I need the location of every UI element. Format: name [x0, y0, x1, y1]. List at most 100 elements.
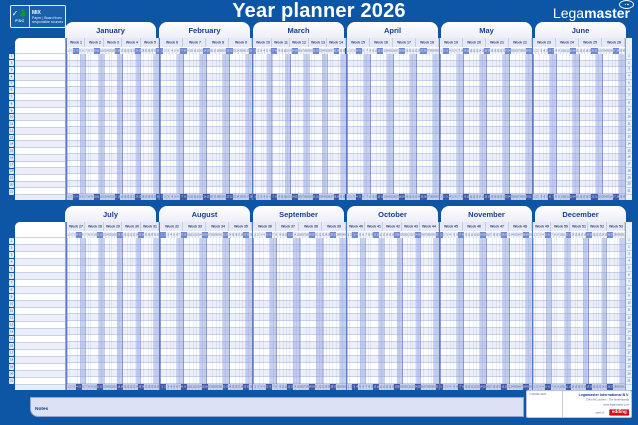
day-date-cell: 1	[67, 232, 70, 238]
day-date-cell: 11	[284, 232, 288, 238]
grid-row	[160, 328, 253, 336]
day-date-cell: 25	[239, 194, 243, 200]
day-date-cell: 5	[265, 384, 269, 390]
week-header-cell: Week 50	[551, 222, 569, 231]
grid-row	[346, 134, 439, 141]
day-date-cell: 10	[189, 48, 194, 54]
grid-row	[160, 321, 253, 329]
grid-row	[532, 120, 626, 128]
day-date-cell: 1	[346, 194, 350, 200]
grid-row	[439, 307, 532, 315]
grid-row	[346, 74, 439, 81]
day-date-cell: 27	[426, 48, 430, 54]
day-date-cell: 29	[243, 232, 247, 238]
day-date-cell: 10	[281, 384, 285, 390]
day-date-cell: 11	[284, 384, 288, 390]
day-date-cell: 8	[87, 194, 91, 200]
day-date-cell: 5	[358, 48, 362, 54]
day-date-cell: 13	[195, 384, 199, 390]
day-date-cell: 5	[172, 232, 176, 238]
grid-row	[160, 107, 253, 115]
day-date-cell: 12	[380, 194, 384, 200]
week-header-row: Week 40 Week 41 Week 42 Week 43 Week 44	[346, 222, 439, 232]
day-date-cell: 18	[210, 384, 214, 390]
day-date-cell: 31	[156, 384, 160, 390]
day-date-cell: 23	[132, 232, 136, 238]
day-date-cell: 30	[618, 232, 622, 238]
day-date-cell: 16	[577, 384, 581, 390]
grid-row	[439, 140, 532, 148]
grid-row	[346, 307, 439, 315]
day-date-cell: 15	[574, 232, 578, 238]
grid-row	[532, 54, 626, 61]
grid-row	[253, 251, 346, 259]
day-date-cell: 16	[111, 384, 115, 390]
day-date-cell: 4	[541, 384, 545, 390]
grid-row	[532, 67, 626, 75]
day-date-cell: 5	[173, 48, 177, 54]
week-header-cell: Week 52	[588, 222, 606, 231]
day-date-cell: 23	[411, 384, 415, 390]
grid-row	[253, 328, 346, 336]
grid-row	[439, 265, 532, 273]
day-date-cell: 15	[389, 194, 393, 200]
day-date-cell: 18	[117, 48, 121, 54]
day-date-cell: 13	[475, 48, 479, 54]
label-row	[15, 252, 65, 259]
day-date-cell: 11	[96, 48, 100, 54]
grid-row	[439, 154, 532, 161]
day-date-cell: 20	[216, 232, 220, 238]
day-date-cell: 13	[290, 232, 294, 238]
day-date-cell: 12	[565, 384, 569, 390]
day-date-cell: 13	[568, 384, 572, 390]
grid-row	[346, 314, 439, 322]
grid-row	[160, 300, 253, 308]
row-number-tab: 21	[9, 188, 14, 195]
day-date-cell: 19	[399, 384, 403, 390]
grid-row	[532, 80, 626, 88]
day-date-cell: 2	[535, 384, 539, 390]
day-date-cell: 7	[458, 384, 462, 390]
day-date-cell: 7	[84, 384, 88, 390]
day-date-cell: 16	[485, 384, 489, 390]
day-date-cell: 27	[516, 194, 520, 200]
day-date-cell: 18	[398, 194, 402, 200]
right-row-number: 21	[626, 378, 632, 385]
grid-row	[160, 335, 253, 343]
day-date-cell: 26	[330, 232, 334, 238]
day-date-cell: 11	[189, 384, 193, 390]
day-date-cell: 15	[388, 232, 392, 238]
grid-row	[346, 321, 439, 329]
day-date-cell: 4	[170, 48, 174, 54]
day-date-cell: 4	[448, 384, 452, 390]
day-date-cell: 5	[358, 384, 362, 390]
day-date-cell: 29	[522, 194, 526, 200]
day-date-cell: 25	[239, 48, 243, 54]
day-date-cell: 13	[288, 48, 292, 54]
month-grid-body	[346, 238, 439, 385]
month-column-december: Week 49 Week 50 Week 51 Week 52 Week 53 1 2 3 4 5…	[531, 222, 626, 390]
day-date-cell: 17	[114, 384, 118, 390]
company-website: www.legamaster.com	[603, 403, 629, 407]
grid-row	[253, 258, 346, 266]
day-date-cell: 18	[216, 194, 220, 200]
day-date-cell: 12	[192, 232, 196, 238]
grid-row	[439, 54, 532, 61]
day-date-cell: 30	[153, 194, 157, 200]
day-date-cell: 30	[342, 232, 346, 238]
day-date-cell: 3	[259, 384, 263, 390]
grid-row	[67, 80, 160, 88]
grid-row	[253, 67, 346, 75]
day-date-cell: 14	[572, 194, 576, 200]
day-date-cell: 29	[339, 384, 343, 390]
day-date-cell: 22	[229, 48, 233, 54]
day-date-cell: 21	[499, 194, 503, 200]
grid-row	[439, 87, 532, 95]
day-date-cell: 25	[510, 48, 514, 54]
grid-row	[253, 147, 346, 155]
day-date-cell: 25	[417, 384, 421, 390]
day-date-cell: 18	[585, 194, 589, 200]
month-column-may: Week 19 Week 20 Week 21 Week 22 1 2 3 4 5 6 7 8 9 10 1…	[438, 38, 532, 200]
day-date-cell: 15	[296, 384, 300, 390]
day-date-cell: 1	[160, 384, 164, 390]
